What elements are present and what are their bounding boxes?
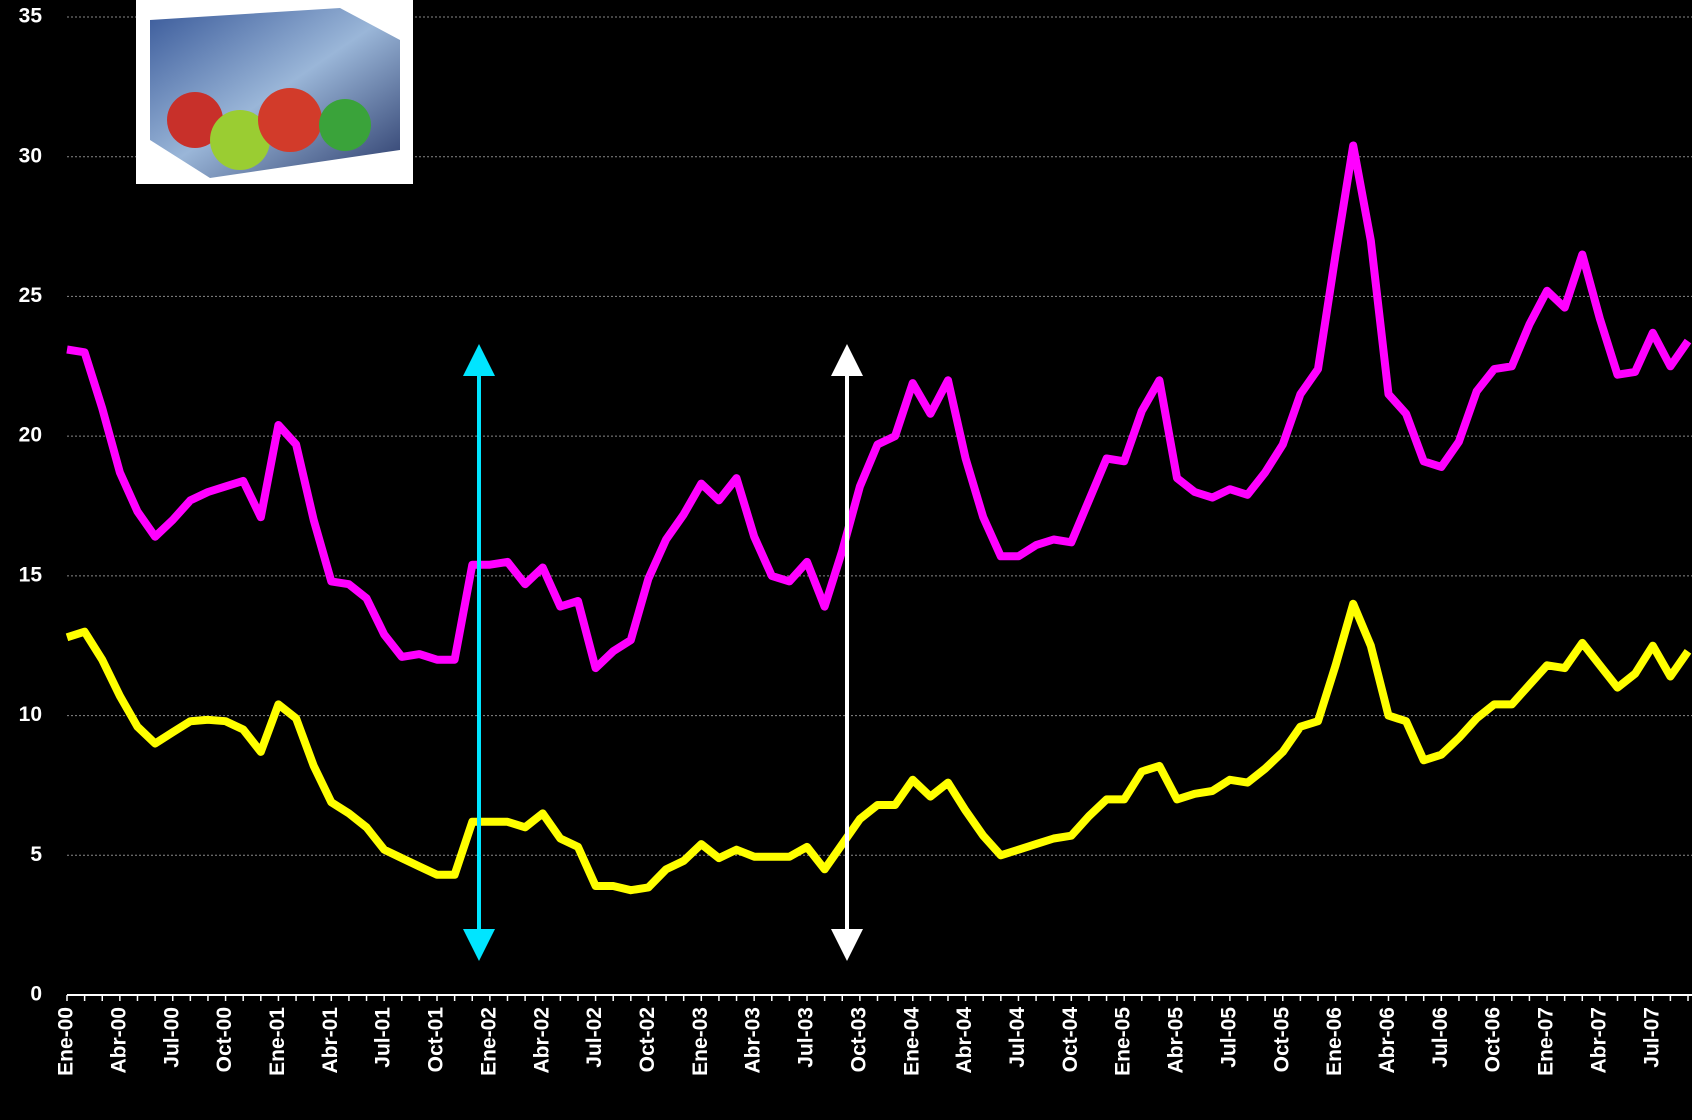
y-tick-label: 15 [19, 563, 43, 586]
x-tick-label: Abr-00 [107, 1007, 130, 1074]
x-tick-label: Jul-02 [583, 1007, 606, 1068]
x-tick-label: Ene-05 [1112, 1007, 1135, 1076]
y-tick-label: 5 [30, 843, 42, 866]
x-tick-label: Oct-00 [213, 1007, 236, 1072]
x-tick-label: Jul-03 [795, 1007, 818, 1068]
x-tick-label: Jul-06 [1429, 1007, 1452, 1068]
x-tick-label: Ene-03 [689, 1007, 712, 1076]
x-tick-label: Ene-06 [1323, 1007, 1346, 1076]
y-tick-label: 10 [19, 703, 42, 726]
product-image [136, 0, 413, 184]
x-tick-label: Oct-05 [1270, 1007, 1293, 1073]
y-tick-label: 20 [19, 424, 42, 447]
x-tick-label: Ene-01 [266, 1007, 289, 1076]
x-tick-label: Jul-04 [1006, 1007, 1029, 1068]
x-tick-label: Abr-01 [319, 1007, 342, 1074]
x-tick-label: Abr-07 [1587, 1007, 1610, 1074]
y-tick-label: 25 [19, 284, 43, 307]
x-tick-label: Jul-01 [372, 1007, 395, 1068]
x-tick-label: Abr-03 [742, 1007, 765, 1074]
x-tick-label: Oct-01 [425, 1007, 448, 1073]
x-tick-label: Jul-07 [1640, 1007, 1663, 1068]
x-tick-label: Ene-07 [1535, 1007, 1558, 1076]
x-tick-label: Ene-02 [477, 1007, 500, 1076]
x-tick-label: Oct-03 [847, 1007, 870, 1072]
x-tick-label: Oct-04 [1059, 1007, 1082, 1073]
x-tick-label: Oct-06 [1482, 1007, 1505, 1072]
y-tick-label: 35 [19, 5, 43, 28]
x-tick-label: Ene-04 [900, 1007, 923, 1076]
series-line [66, 141, 1692, 673]
x-tick-label: Abr-02 [530, 1007, 553, 1074]
plot-area: 0 5 10 15 20 25 30 35 Ene-00 Abr-00 Jul-00 Oct-00 En… [19, 5, 1692, 1076]
series-line [65, 599, 1692, 895]
x-tick-label: Jul-05 [1217, 1007, 1240, 1068]
y-tick-label: 30 [19, 144, 42, 167]
x-tick-label: Oct-02 [636, 1007, 659, 1072]
x-tick-label: Abr-05 [1165, 1007, 1188, 1074]
y-tick-label: 0 [30, 983, 42, 1006]
x-tick-label: Abr-06 [1376, 1007, 1399, 1074]
x-tick-label: Jul-00 [160, 1007, 183, 1068]
x-tick-label: Ene-00 [55, 1007, 78, 1076]
x-tick-label: Abr-04 [953, 1007, 976, 1074]
